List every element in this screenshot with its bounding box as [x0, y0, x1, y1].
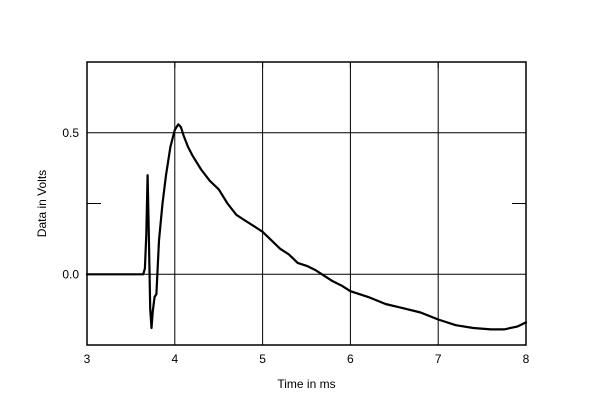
x-tick-label: 4 [171, 352, 178, 366]
tick-labels: 3 4 5 6 7 8 0.5 0.0 [62, 126, 529, 366]
x-tick-label: 6 [347, 352, 354, 366]
x-tick-label: 7 [435, 352, 442, 366]
x-tick-label: 5 [259, 352, 266, 366]
x-tick-label: 8 [523, 352, 530, 366]
plot-frame [86, 61, 527, 346]
y-tick-label: 0.0 [62, 267, 79, 281]
series-line [85, 123, 528, 331]
grid [87, 62, 526, 345]
x-axis-label: Time in ms [277, 377, 335, 391]
y-axis-label: Data in Volts [35, 170, 49, 237]
x-tick-label: 3 [84, 352, 91, 366]
y-tick-label: 0.5 [62, 126, 79, 140]
